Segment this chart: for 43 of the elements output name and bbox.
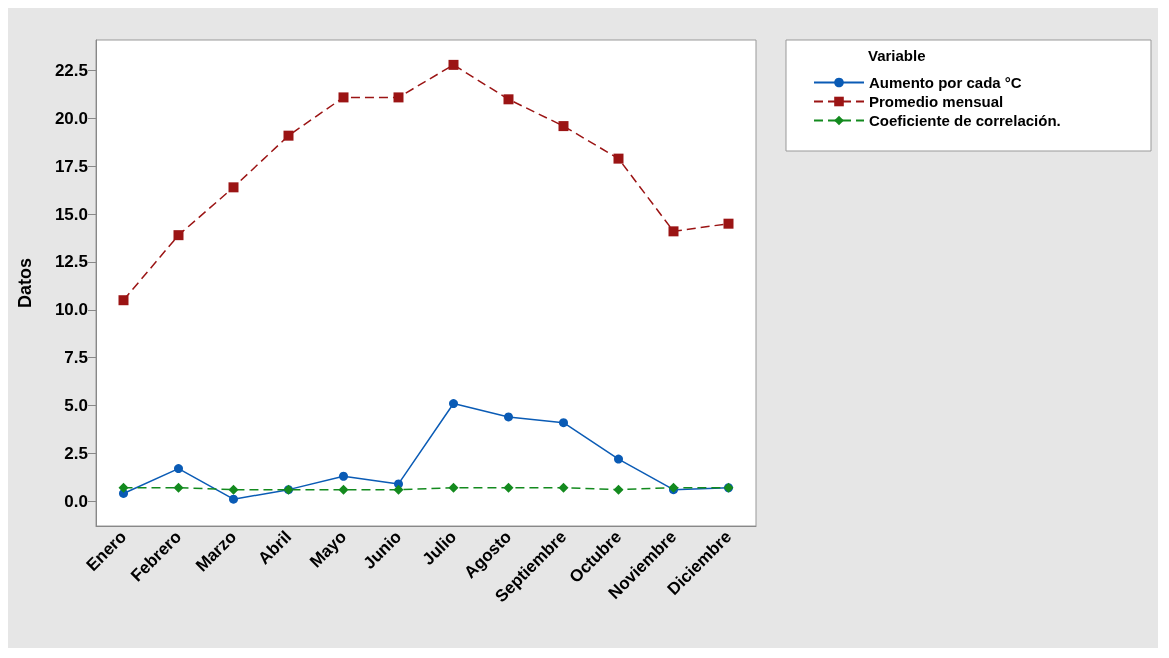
y-tick-label: 22.5: [54, 61, 88, 81]
point: [339, 471, 348, 481]
y-tick-label: 5.0: [64, 395, 88, 415]
point: [449, 399, 458, 409]
y-tick-label: 12.5: [54, 252, 88, 272]
point: [613, 153, 624, 164]
point: [173, 482, 184, 493]
y-tick-label: 2.5: [64, 443, 88, 463]
point: [338, 92, 349, 103]
point: [559, 418, 568, 428]
y-tick-label: 15.0: [54, 204, 88, 224]
point: [504, 412, 513, 422]
point: [393, 92, 404, 103]
point: [229, 494, 238, 504]
y-tick-label: 7.5: [64, 348, 88, 368]
point: [228, 484, 239, 495]
point: [558, 121, 569, 132]
point: [558, 482, 569, 493]
point: [393, 484, 404, 495]
point: [503, 94, 514, 105]
y-axis-title: Datos: [15, 257, 35, 309]
y-tick-label: 10.0: [54, 300, 88, 320]
point: [503, 482, 514, 493]
point: [118, 295, 129, 306]
y-tick-label: 20.0: [54, 108, 88, 128]
point: [723, 218, 734, 229]
point: [228, 182, 239, 193]
point: [613, 484, 624, 495]
point: [668, 226, 679, 237]
point: [448, 59, 459, 70]
legend-title: Variable: [868, 47, 926, 64]
point: [118, 482, 129, 493]
y-tick-label: 17.5: [54, 156, 88, 176]
y-tick-label: 0.0: [64, 491, 88, 511]
point: [283, 130, 294, 141]
point: [614, 454, 623, 464]
legend-label: Promedio mensual: [869, 93, 1004, 110]
point: [173, 230, 184, 241]
point: [338, 484, 349, 495]
point: [174, 464, 183, 474]
point: [448, 482, 459, 493]
legend-label: Aumento por cada °C: [869, 74, 1022, 91]
legend-label: Coeficiente de correlación.: [869, 112, 1061, 129]
